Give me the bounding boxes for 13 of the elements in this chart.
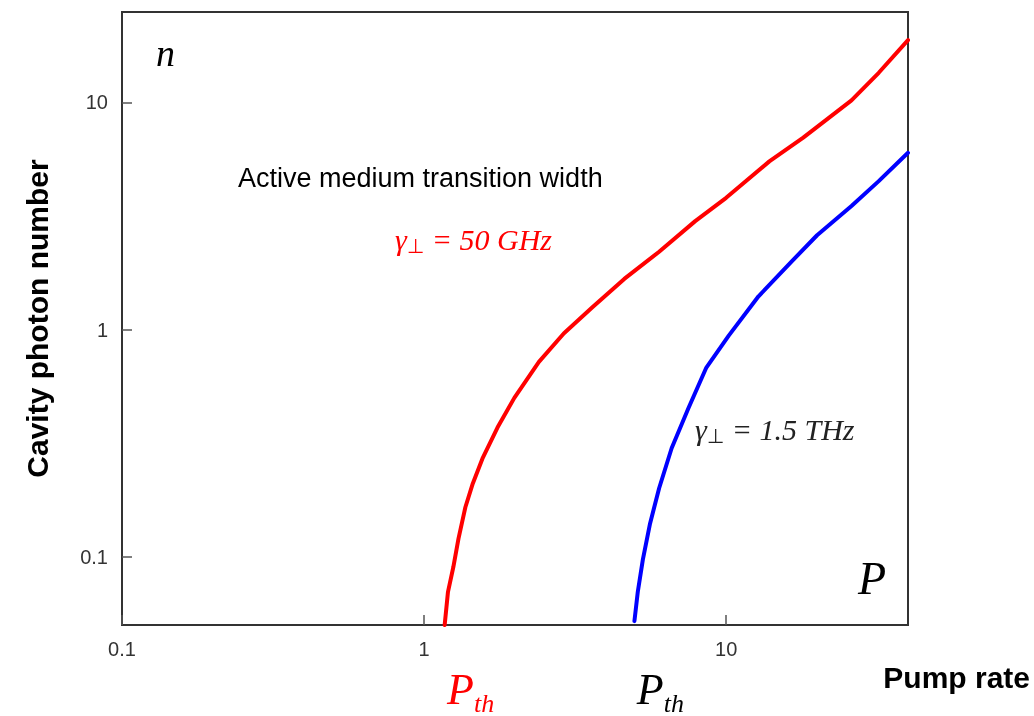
- y-tick-label: 0.1: [80, 545, 108, 568]
- annotation: P: [857, 552, 887, 604]
- x-axis-title: Pump rate: [883, 660, 1031, 694]
- x-tick-label: 1: [418, 638, 430, 660]
- series-label: γ⊥ = 1.5 THz: [695, 412, 855, 448]
- annotation: Active medium transition width: [238, 163, 603, 193]
- x-tick-label: 10: [715, 638, 738, 660]
- annotation: n: [156, 32, 175, 74]
- y-tick-label: 10: [85, 91, 108, 114]
- y-axis-title: Cavity photon number: [20, 159, 54, 478]
- y-tick-label: 1: [96, 318, 108, 341]
- text: γ⊥ = 50 GHz: [395, 222, 553, 258]
- x-tick-label: 0.1: [108, 638, 136, 660]
